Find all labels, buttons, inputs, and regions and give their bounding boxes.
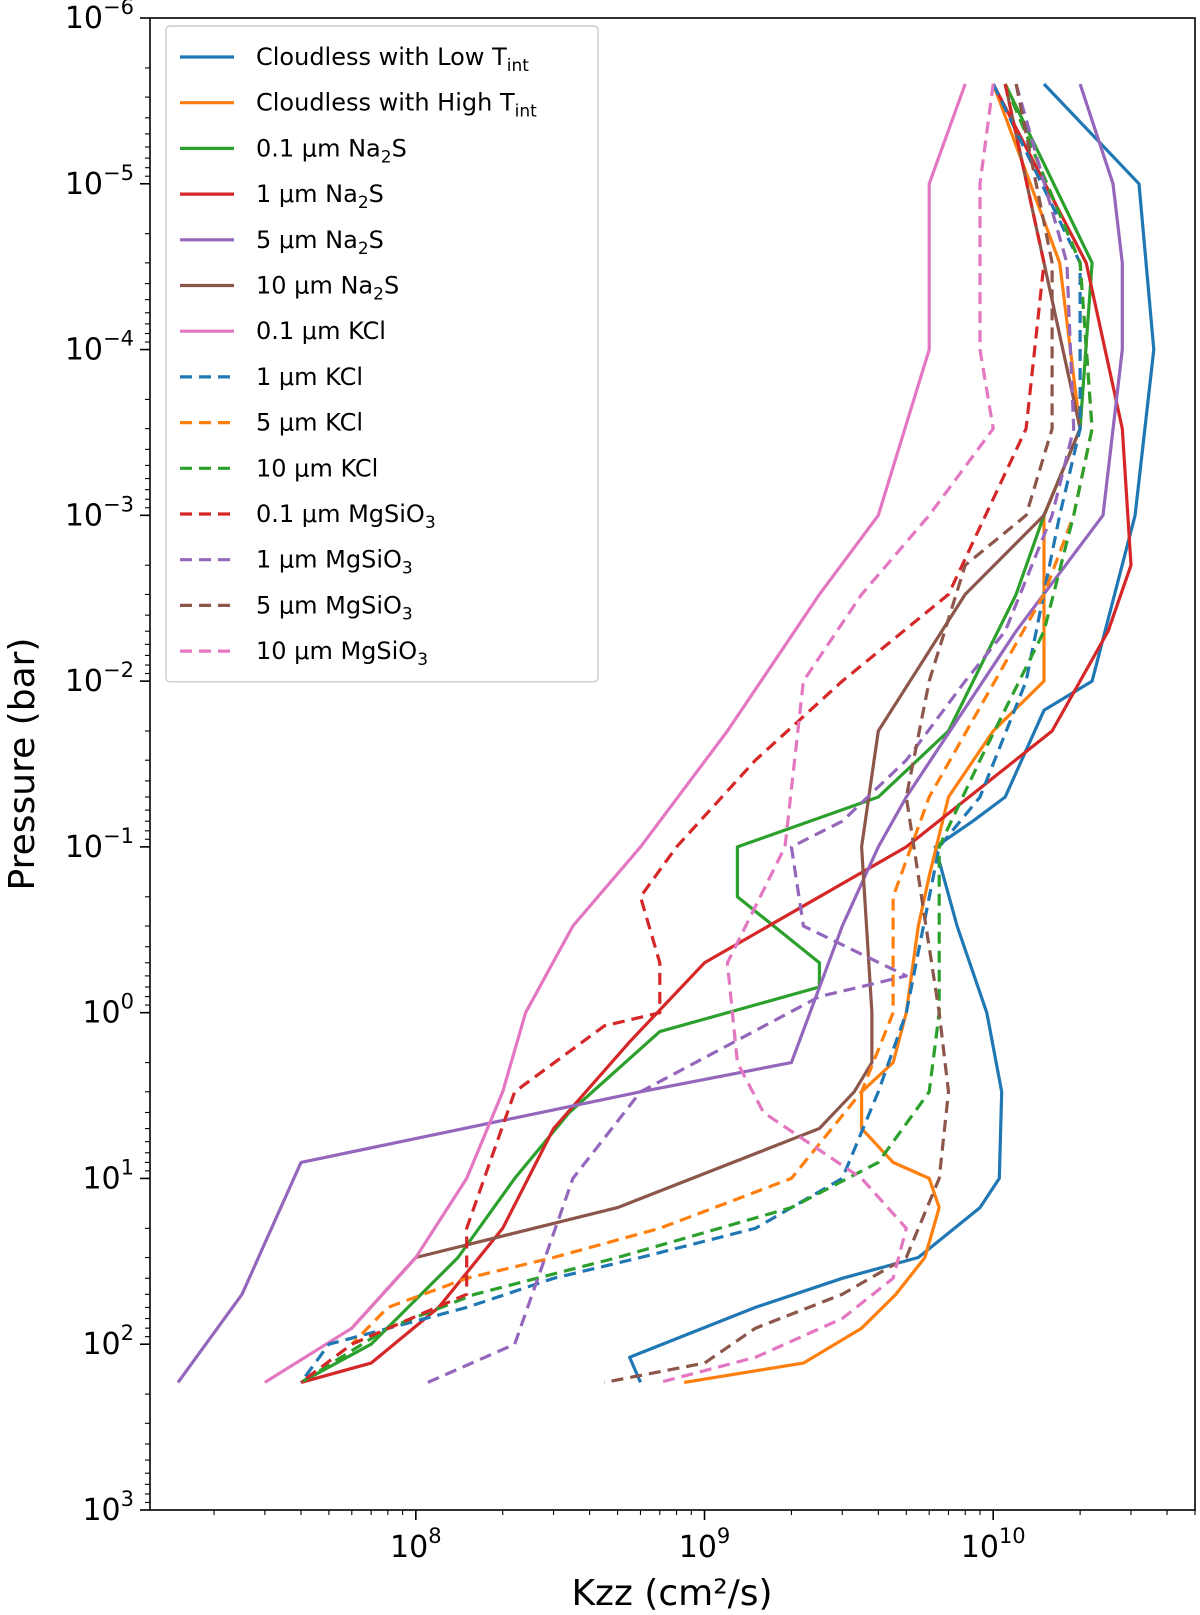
- y-tick-label-1: 10−6: [65, 0, 134, 36]
- legend-label-6: 10 μm Na2S: [256, 272, 399, 305]
- legend-label-5: 5 μm Na2S: [256, 226, 384, 259]
- legend-label-9: 5 μm KCl: [256, 409, 363, 437]
- series-line-5: [176, 83, 1124, 1384]
- series-line-1: [627, 82, 1156, 1384]
- legend-label-10: 10 μm KCl: [256, 454, 378, 482]
- legend-box: [165, 25, 599, 683]
- y-tick-label-10: 103: [82, 1487, 134, 1528]
- x-tick-label-1: 108: [390, 1524, 442, 1565]
- series-line-2: [683, 83, 1082, 1384]
- x-tick-label-3: 1010: [961, 1524, 1026, 1565]
- legend-label-3: 0.1 μm Na2S: [256, 134, 407, 167]
- y-tick-label-6: 10−1: [65, 824, 134, 865]
- y-axis-label: Pressure (bar): [2, 638, 43, 891]
- series-line-12: [427, 83, 1076, 1384]
- y-tick-label-9: 102: [82, 1321, 134, 1362]
- x-tick-label-2: 109: [679, 1524, 731, 1565]
- y-tick-label-5: 10−2: [65, 658, 134, 699]
- y-tick-label-8: 101: [82, 1155, 134, 1196]
- x-axis-label: Kzz (cm²/s): [571, 1573, 772, 1614]
- series-line-7: [264, 83, 967, 1384]
- legend-label-1: Cloudless with Low Tint: [256, 43, 529, 76]
- legend: Cloudless with Low Tint Cloudless with Hi…: [165, 25, 599, 683]
- legend-label-8: 1 μm KCl: [256, 363, 363, 391]
- legend-label-14: 10 μm MgSiO3: [256, 637, 428, 670]
- plot-frame: [149, 17, 1196, 1511]
- legend-label-4: 1 μm Na2S: [256, 180, 384, 213]
- series-line-11: [300, 83, 1046, 1384]
- y-tick-label-7: 100: [82, 990, 134, 1031]
- series-line-8: [299, 83, 1082, 1384]
- y-tick-label-3: 10−4: [65, 327, 134, 368]
- legend-label-13: 5 μm MgSiO3: [256, 591, 413, 624]
- legend-label-2: Cloudless with High Tint: [256, 89, 537, 122]
- y-tick-label-4: 10−3: [65, 492, 134, 533]
- series-line-6: [350, 83, 1082, 1330]
- legend-label-11: 0.1 μm MgSiO3: [256, 500, 436, 533]
- y-tick-label-2: 10−5: [65, 161, 134, 202]
- series-line-4: [300, 83, 1133, 1384]
- series-line-10: [300, 83, 1094, 1384]
- series-line-13: [604, 83, 1054, 1384]
- legend-label-7: 0.1 μm KCl: [256, 317, 386, 345]
- series-line-14: [659, 83, 995, 1384]
- axis-ticks: 108 109 1010 10−6 10−5 10−4 10−3 10−2 10−1 100 101…: [65, 0, 1196, 1565]
- series-layer: [176, 82, 1156, 1384]
- legend-label-12: 1 μm MgSiO3: [256, 546, 413, 579]
